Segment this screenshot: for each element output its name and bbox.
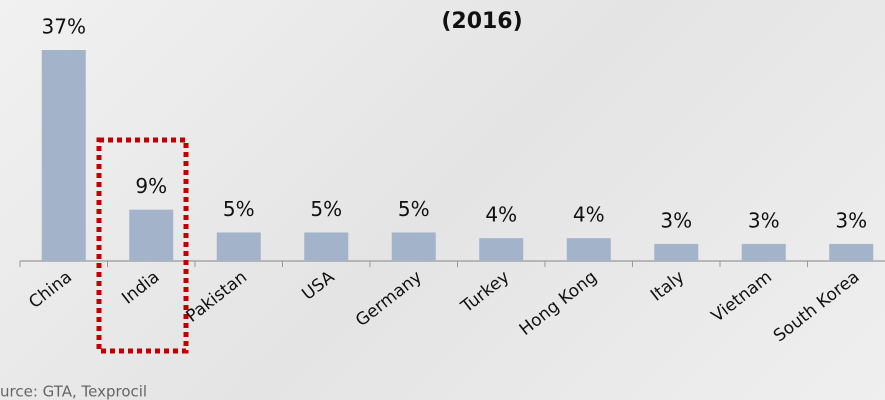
x-tick-label: China <box>25 267 76 313</box>
value-label: 5% <box>310 197 342 221</box>
x-tick-label: Vietnam <box>708 267 776 326</box>
x-tick-label: Italy <box>647 267 688 305</box>
source-note: urce: GTA, Texprocil <box>0 383 147 400</box>
bar <box>741 243 786 261</box>
bar <box>566 238 611 261</box>
value-label: 4% <box>573 203 605 227</box>
bar <box>41 50 86 261</box>
bar <box>654 243 699 261</box>
value-label: 4% <box>485 203 517 227</box>
x-tick-label: Hong Kong <box>516 267 601 340</box>
x-tick-label: South Korea <box>770 267 863 346</box>
chart-title: (2016) <box>441 9 522 34</box>
bar <box>391 232 436 261</box>
bar <box>304 232 349 261</box>
highlight-box <box>96 137 189 354</box>
value-label: 3% <box>660 208 692 232</box>
x-tick-label: Germany <box>352 267 426 331</box>
bar <box>479 238 524 261</box>
value-label: 9% <box>135 174 167 198</box>
bar <box>216 232 261 261</box>
value-label: 37% <box>42 15 86 39</box>
x-tick-label: Turkey <box>457 267 514 317</box>
x-tick-label: India <box>118 267 163 308</box>
value-label: 3% <box>835 208 867 232</box>
x-tick-label: Pakistan <box>182 267 250 327</box>
bar <box>129 209 174 261</box>
value-label: 5% <box>223 197 255 221</box>
bar <box>829 243 874 261</box>
x-tick-label: USA <box>298 267 338 305</box>
value-label: 3% <box>748 208 780 232</box>
value-label: 5% <box>398 197 430 221</box>
